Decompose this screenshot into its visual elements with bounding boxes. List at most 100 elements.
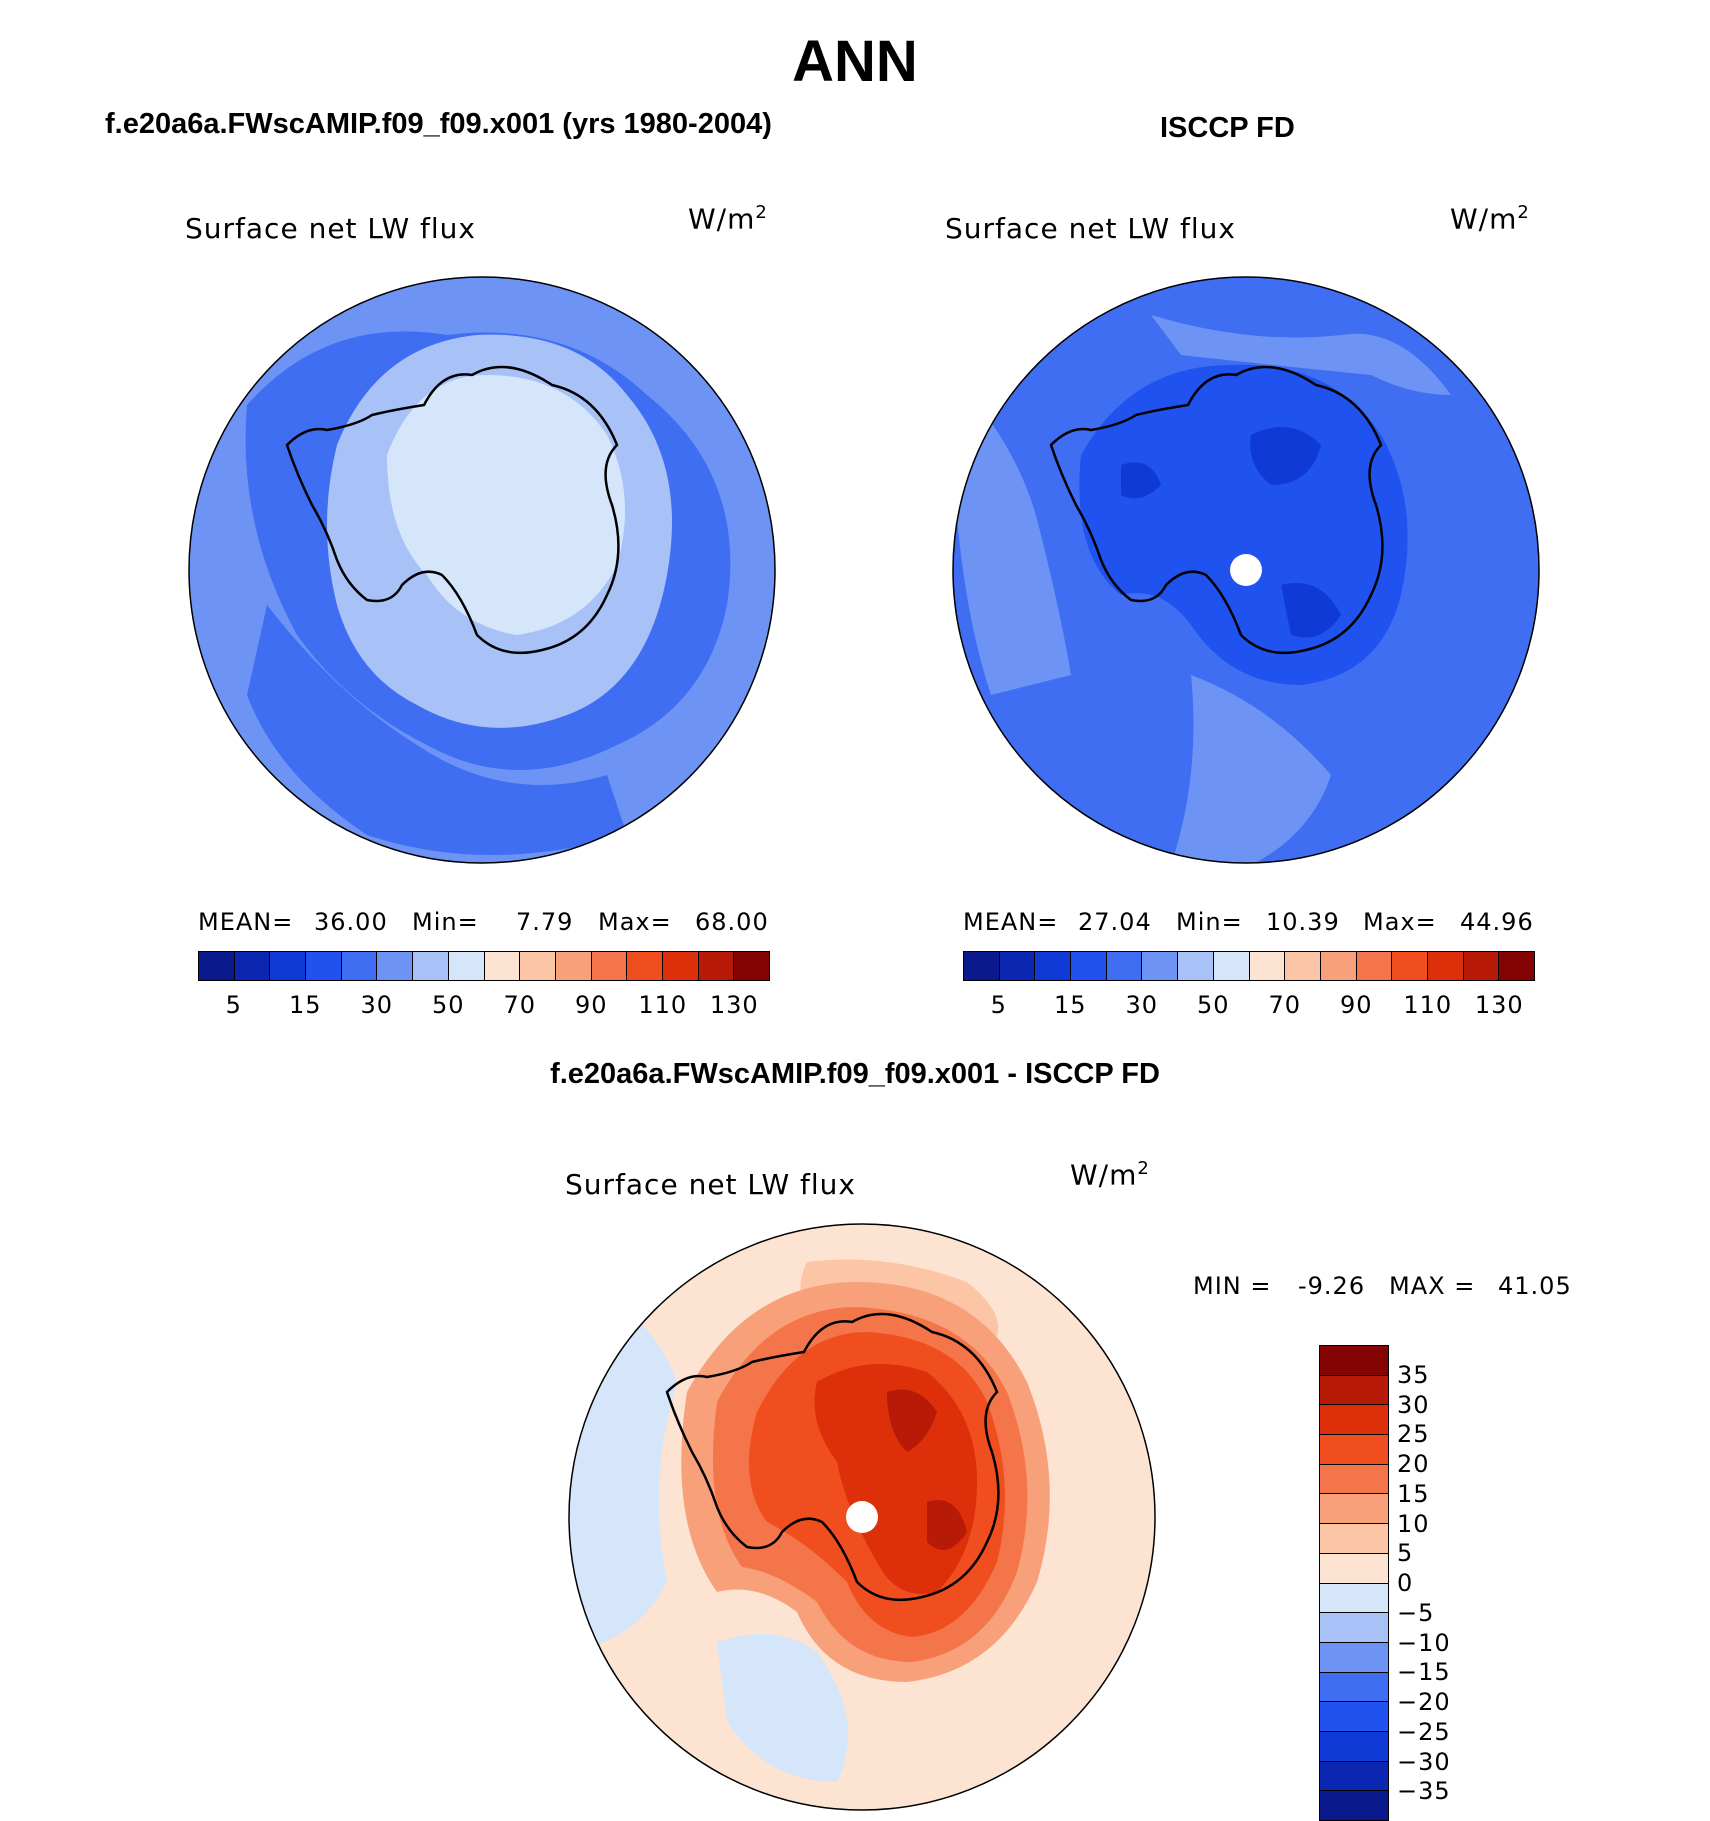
panel-c-colorbar-tick-label: 0	[1397, 1569, 1414, 1597]
panel-a-colorbar-tick-label: 110	[638, 991, 688, 1019]
panel-b-colorbar-tick-label: 30	[1125, 991, 1159, 1019]
panel-a-colorbar-swatch	[234, 952, 271, 980]
panel-b-colorbar-swatch	[1071, 952, 1107, 980]
panel-c-header: f.e20a6a.FWscAMIP.f09_f09.x001 - ISCCP F…	[550, 1058, 1160, 1090]
panel-a-map	[188, 276, 776, 864]
panel-c-colorbar-swatch	[1320, 1731, 1388, 1762]
panel-b-colorbar-swatch	[1178, 952, 1214, 980]
panel-a-southwest-lobe	[247, 605, 627, 855]
panel-b-colorbar-swatch	[964, 952, 1000, 980]
panel-b-map-border	[952, 276, 1540, 864]
panel-c-colorbar-swatch	[1320, 1613, 1388, 1643]
panel-b-field-label: Surface net LW flux	[945, 212, 1236, 245]
panel-a-unit: W/m2	[688, 202, 768, 236]
panel-a-colorbar-swatch	[555, 952, 592, 980]
panel-a-max-value: 68.00	[695, 908, 769, 936]
panel-c-map	[568, 1223, 1156, 1811]
panel-c-colorbar-tick-label: 30	[1397, 1390, 1430, 1419]
panel-b-colorbar-swatch	[1463, 952, 1500, 980]
panel-c-min-value: -9.26	[1298, 1272, 1366, 1300]
panel-c-map-border	[568, 1223, 1156, 1811]
panel-a-colorbar-tick-label: 70	[503, 991, 537, 1019]
panel-a-min-label: Min=	[412, 908, 479, 936]
panel-a-colorbar-swatch	[734, 952, 769, 980]
panel-b-light-region-south	[1171, 675, 1331, 863]
panel-b-colorbar-swatch	[999, 952, 1036, 980]
panel-a-colorbar-tick-label: 130	[709, 991, 759, 1019]
panel-a-coastline	[285, 365, 620, 655]
panel-b-colorbar-swatch	[1356, 952, 1393, 980]
panel-c-pole-mask	[846, 1501, 878, 1533]
panel-c-blue-south	[717, 1634, 849, 1782]
panel-b-coastline	[1049, 365, 1384, 655]
panel-a-colorbar-tick-label: 50	[431, 991, 465, 1019]
panel-a-mean-value: 36.00	[314, 908, 388, 936]
panel-a-colorbar-tick-label: 15	[288, 991, 322, 1019]
panel-b-mean-value: 27.04	[1078, 908, 1152, 936]
panel-c-max-label: MAX =	[1389, 1272, 1476, 1300]
panel-b-min-label: Min=	[1176, 908, 1243, 936]
panel-c-field-label: Surface net LW flux	[565, 1168, 856, 1201]
panel-c-unit: W/m2	[1070, 1158, 1150, 1192]
panel-b-colorbar-swatch	[1392, 952, 1428, 980]
panel-a-map-border	[188, 276, 776, 864]
panel-c-colorbar-swatch	[1320, 1375, 1388, 1406]
panel-a-colorbar-swatch	[698, 952, 735, 980]
panel-a-colorbar-tick-label: 5	[225, 991, 242, 1019]
panel-b-colorbar-tick-label: 130	[1474, 991, 1524, 1019]
panel-a-colorbar-tick-label: 30	[360, 991, 394, 1019]
panel-a-colorbar-swatch	[377, 952, 414, 980]
panel-b-light-region-north	[1151, 315, 1451, 395]
panel-a-colorbar-swatch	[662, 952, 699, 980]
panel-a-colorbar-swatch	[199, 952, 235, 980]
panel-c-colorbar-swatch	[1320, 1761, 1388, 1792]
panel-b-map	[952, 276, 1540, 864]
panel-c-colorbar-swatch	[1320, 1464, 1388, 1495]
panel-b-colorbar	[963, 951, 1535, 981]
panel-b-max-label: Max=	[1363, 908, 1437, 936]
panel-b-pole-mask	[1230, 554, 1262, 586]
panel-c-colorbar-tick-label: 10	[1397, 1509, 1430, 1538]
panel-a-max-label: Max=	[598, 908, 672, 936]
panel-b-colorbar-swatch	[1249, 952, 1286, 980]
panel-a-mean-label: MEAN=	[198, 908, 294, 936]
panel-c-colorbar-tick-label: −25	[1397, 1717, 1451, 1746]
panel-b-min-value: 10.39	[1266, 908, 1340, 936]
panel-a-colorbar-swatch	[270, 952, 307, 980]
panel-a-colorbar-swatch	[484, 952, 521, 980]
panel-b-colorbar-tick-label: 110	[1403, 991, 1453, 1019]
panel-c-colorbar-swatch	[1320, 1435, 1388, 1465]
panel-c-colorbar-swatch	[1320, 1583, 1388, 1614]
panel-c-colorbar-tick-label: −20	[1397, 1688, 1451, 1716]
panel-b-mean-label: MEAN=	[963, 908, 1059, 936]
panel-a-colorbar	[198, 951, 770, 981]
panel-c-colorbar-tick-label: 35	[1397, 1360, 1430, 1389]
panel-c-colorbar	[1319, 1345, 1389, 1821]
panel-b-max-value: 44.96	[1460, 908, 1534, 936]
panel-b-colorbar-swatch	[1499, 952, 1534, 980]
panel-b-colorbar-swatch	[1106, 952, 1143, 980]
panel-a-colorbar-swatch	[448, 952, 485, 980]
panel-b-colorbar-swatch	[1285, 952, 1321, 980]
panel-b-colorbar-tick-label: 15	[1053, 991, 1087, 1019]
panel-c-colorbar-tick-label: 25	[1397, 1420, 1430, 1449]
panel-a-colorbar-swatch	[341, 952, 378, 980]
panel-c-ring-5	[887, 1389, 967, 1550]
panel-b-colorbar-tick-label: 90	[1339, 991, 1373, 1019]
panel-a-colorbar-swatch	[627, 952, 663, 980]
panel-c-colorbar-swatch	[1320, 1346, 1388, 1376]
panel-b-colorbar-swatch	[1142, 952, 1179, 980]
panel-b-colorbar-swatch	[1427, 952, 1464, 980]
panel-b-unit: W/m2	[1450, 202, 1530, 236]
panel-b-deep-patch-3	[1121, 462, 1161, 499]
panel-b-colorbar-tick-label: 50	[1196, 991, 1230, 1019]
panel-c-colorbar-swatch	[1320, 1494, 1388, 1525]
panel-c-colorbar-swatch	[1320, 1405, 1388, 1436]
panel-b-deep-patch-2	[1281, 583, 1341, 638]
panel-b-deep-patch-1	[1250, 427, 1321, 485]
panel-c-colorbar-tick-label: −15	[1397, 1658, 1451, 1687]
panel-c-colorbar-tick-label: 15	[1397, 1479, 1430, 1508]
panel-c-max-value: 41.05	[1498, 1272, 1572, 1300]
panel-c-colorbar-swatch	[1320, 1702, 1388, 1732]
panel-c-colorbar-tick-label: −5	[1397, 1598, 1435, 1627]
